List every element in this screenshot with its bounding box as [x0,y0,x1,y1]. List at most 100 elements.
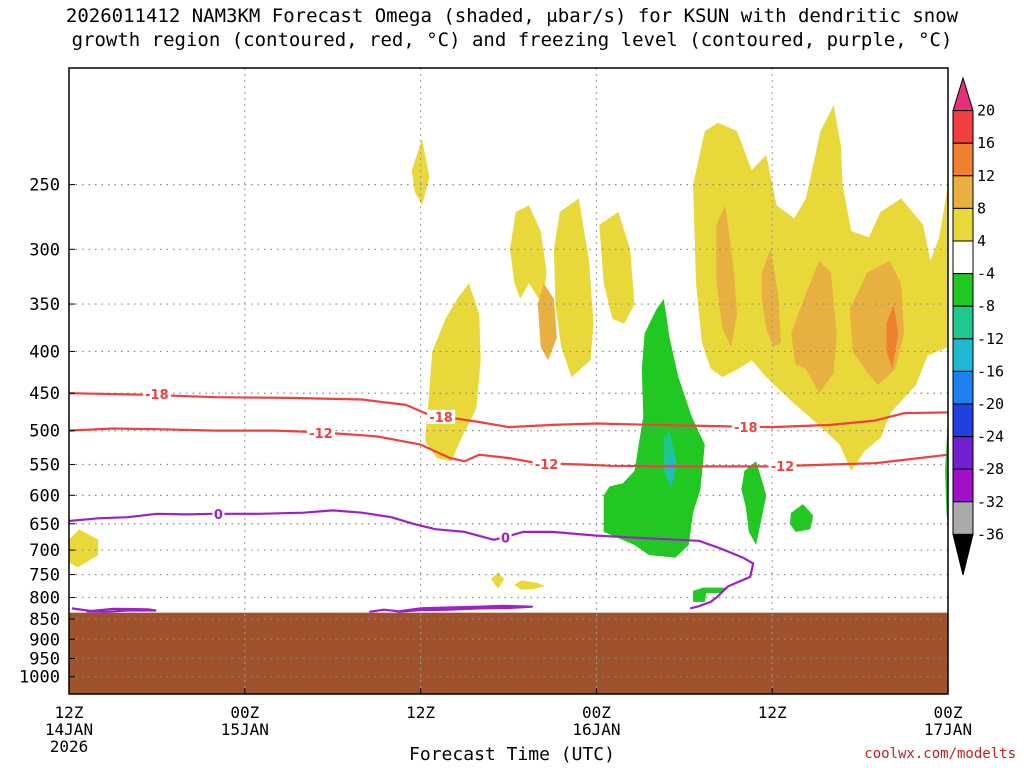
colorbar-swatch-10 [952,403,974,438]
omega-green-4 [693,587,727,602]
colorbar-swatch-4 [952,207,974,242]
y-tick-label-350: 350 [29,295,60,315]
contour-freezing-0-label-bg-1 [499,530,512,545]
contour-freezing-low2 [369,604,533,613]
colorbar-swatch-9 [952,370,974,405]
x-tick-label2-0: 14JAN [45,720,93,739]
chart-title-line-2: growth region (contoured, red, °C) and f… [71,29,953,51]
colorbar-label-8: -16 [977,362,1004,380]
omega-yellow-1 [411,139,430,206]
contour-minus18 [68,392,949,429]
colorbar: 20 16 12 8 4 -4 -8 -12 -16 -20 -24 -28 -32 -36 [952,76,1004,576]
contour-minus12-label-bg-1 [532,456,561,471]
y-tick-label-850: 850 [29,610,60,630]
omega-red-0 [886,304,899,369]
contour-freezing-0-label-1: 0 [501,532,510,547]
x-tick-label1-24: 12Z [406,703,435,722]
contour-minus12-label-0: -12 [309,427,333,442]
x-tick-label1-12: 00Z [230,703,259,722]
colorbar-swatch-3 [952,175,974,209]
omega-yellow-8 [514,580,546,590]
omega-orange-2 [761,249,781,347]
y-tick-label-900: 900 [29,630,60,650]
contour-minus18-label-1: -18 [429,411,453,426]
omega-green-0 [603,298,705,558]
contour-freezing-0-label-bg-0 [212,506,225,521]
contour-minus18-label-bg-0 [142,387,171,402]
omega-yellow-7 [490,572,505,589]
colorbar-swatch-7 [952,305,974,340]
colorbar-swatch-2 [952,142,974,177]
y-tick-label-800: 800 [29,588,60,608]
omega-yellow-0 [69,529,99,568]
omega-yellow-2 [425,283,481,462]
y-tick-label-1000: 1000 [19,668,60,688]
colorbar-label-2: 12 [977,167,995,185]
contour-minus18-label-2: -18 [734,421,758,436]
colorbar-swatch-6 [952,273,974,307]
y-tick-label-500: 500 [29,422,60,442]
y-tick-label-950: 950 [29,649,60,669]
colorbar-label-0: 20 [977,102,995,120]
contour-minus12-label-2: -12 [771,460,795,475]
chart-title-line-1: 2026011412 NAM3KM Forecast Omega (shaded… [65,5,959,27]
contour-minus12 [68,427,949,468]
colorbar-label-4: 4 [977,232,986,250]
y-tick-label-650: 650 [29,515,60,535]
colorbar-label-1: 16 [977,134,995,152]
y-tick-label-700: 700 [29,541,60,561]
grid-layer [69,68,948,694]
colorbar-label-3: 8 [977,199,986,217]
colorbar-label-7: -12 [977,330,1004,348]
axes-layer: 2503003504004505005506006507007508008509… [19,67,972,756]
colorbar-swatch-12 [952,468,974,503]
x-tick-label1-48: 12Z [758,703,787,722]
x-axis-label: Forecast Time (UTC) [409,744,615,765]
y-tick-label-550: 550 [29,455,60,475]
colorbar-swatch-8 [952,338,974,372]
x-tick-label2-36: 16JAN [572,720,620,739]
terrain-layer [69,612,948,694]
colorbar-label-10: -24 [977,428,1004,446]
contour-layer: -18 -18 -18 -12 -12 -12 0 0 [68,387,949,613]
contour-freezing-0-label-0: 0 [214,508,223,523]
omega-shading-layer [69,105,948,602]
x-tick-label3-0: 2026 [50,737,89,756]
contour-minus12-label-bg-2 [768,458,797,473]
colorbar-label-11: -28 [977,460,1004,478]
contour-minus18-label-0: -18 [145,388,169,403]
plot-frame [68,67,949,695]
colorbar-swatch-13 [952,501,974,535]
y-tick-label-750: 750 [29,566,60,586]
colorbar-label-13: -36 [977,525,1004,543]
x-tick-label1-60: 00Z [934,703,963,722]
omega-green-2 [789,504,814,532]
omega-yellow-3 [510,205,547,304]
contour-minus12-label-1: -12 [535,458,559,473]
omega-green-1 [741,461,767,545]
y-tick-label-300: 300 [29,240,60,260]
x-tick-label2-12: 15JAN [221,720,269,739]
terrain-fill [69,612,948,694]
contour-freezing-low [71,607,157,613]
colorbar-swatch-14 [952,533,974,576]
y-tick-label-600: 600 [29,486,60,506]
colorbar-label-5: -4 [977,265,995,283]
contour-minus12-label-bg-0 [306,425,335,440]
colorbar-swatch-1 [952,110,974,144]
contour-minus18-label-bg-1 [427,409,456,424]
colorbar-label-9: -20 [977,395,1004,413]
colorbar-swatch-0 [952,76,974,112]
omega-orange-3 [791,261,837,394]
omega-cyan-0 [668,451,674,490]
colorbar-swatch-11 [952,436,974,470]
omega-orange-1 [716,205,737,347]
x-tick-label2-60: 17JAN [924,720,972,739]
omega-yellow-5 [599,211,635,324]
y-tick-label-400: 400 [29,342,60,362]
site-credit[interactable]: coolwx.com/modelts [864,746,1016,762]
omega-yellow-4 [553,198,594,378]
x-tick-label1-36: 00Z [582,703,611,722]
x-tick-label1-0: 12Z [55,703,84,722]
